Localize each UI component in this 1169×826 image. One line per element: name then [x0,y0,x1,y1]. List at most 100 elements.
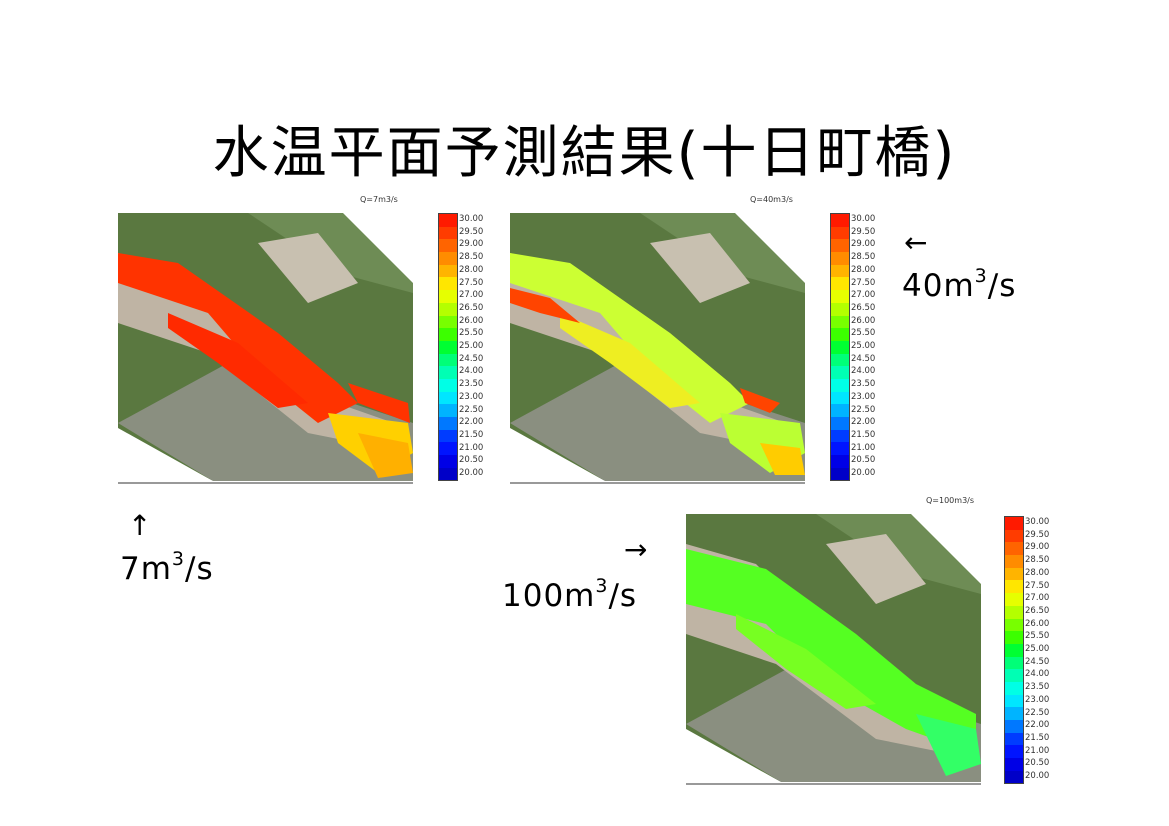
scale-swatch [439,366,457,379]
scale-label: 22.50 [851,404,876,415]
scale-label: 22.50 [459,404,484,415]
scale-swatch [1005,732,1023,746]
scale-label: 25.00 [1025,644,1050,655]
scale-swatch [1005,694,1023,708]
scale-swatch [439,277,457,291]
scale-swatch [831,226,849,240]
scale-label: 22.00 [851,417,876,428]
scale-label: 29.00 [851,239,876,250]
map-panel-40: Q=40m3/s 30.00 29.50 29.00 28.50 28.00 27.50 2… [500,195,875,485]
scale-swatch [831,239,849,253]
scale-swatch [831,429,849,443]
scale-label: 22.00 [1025,720,1050,731]
map-panel-7: Q=7m3/s 30.00 29.50 29.00 28.50 28.00 27.50 27… [108,195,483,485]
scale-swatch [439,467,457,481]
scale-swatch [831,366,849,379]
scale-swatch [439,442,457,456]
scale-label: 26.50 [851,302,876,313]
scale-label: 27.50 [459,277,484,288]
scale-label: 22.00 [459,417,484,428]
scale-label: 24.50 [1025,656,1050,667]
scale-swatch [831,252,849,265]
scale-label: 22.50 [1025,707,1050,718]
scale-label: 27.00 [851,290,876,301]
scale-swatch [1005,580,1023,594]
scale-swatch [831,353,849,367]
scale-label: 23.00 [459,391,484,402]
scale-label: 23.50 [851,379,876,390]
scale-swatch [1005,720,1023,733]
scale-bar [438,213,458,482]
scale-swatch [1005,542,1023,556]
scale-label: 24.50 [459,353,484,364]
flow-value: 100m [502,578,596,614]
map-caption: Q=100m3/s [926,496,975,505]
flow-label-7: 7m3/s [120,548,214,587]
scale-swatch [1005,770,1023,784]
scale-label: 26.00 [851,315,876,326]
arrow-7: ↑ [128,509,152,542]
scale-swatch [831,277,849,291]
scale-swatch [439,302,457,316]
scale-label: 20.00 [851,468,876,479]
scale-swatch [1005,745,1023,759]
scale-label: 20.50 [1025,758,1050,769]
flow-value: 40m [902,268,975,304]
scale-swatch [439,429,457,443]
scale-swatch [439,252,457,265]
scale-swatch [831,264,849,278]
scale-label: 24.00 [1025,669,1050,680]
scale-label: 29.50 [1025,529,1050,540]
scale-label: 21.50 [459,429,484,440]
flow-exponent: 3 [974,265,988,287]
scale-swatch [831,214,849,227]
scale-label: 21.50 [851,429,876,440]
scale-label: 28.50 [851,252,876,263]
scale-label: 23.00 [851,391,876,402]
scale-swatch [439,353,457,367]
scale-swatch [831,340,849,354]
scale-label: 30.00 [1025,517,1050,527]
scale-label: 29.00 [1025,542,1050,553]
scale-label: 30.00 [851,214,876,224]
scale-swatch [1005,529,1023,543]
scale-label: 25.00 [459,341,484,352]
scale-label: 28.00 [851,264,876,275]
scale-label: 21.00 [1025,745,1050,756]
scale-label: 21.00 [459,442,484,453]
scale-label: 28.50 [459,252,484,263]
scale-label: 24.00 [851,366,876,377]
scale-label: 28.00 [1025,567,1050,578]
scale-label: 25.50 [851,328,876,339]
scale-label: 28.50 [1025,555,1050,566]
scale-label: 26.00 [459,315,484,326]
scale-swatch [1005,707,1023,720]
scale-label: 21.00 [851,442,876,453]
scale-label: 20.50 [459,455,484,466]
scale-swatch [439,417,457,430]
flow-unit: /s [185,551,214,587]
flow-label-100: 100m3/s [502,575,637,614]
scale-swatch [1005,567,1023,581]
scale-label: 25.00 [851,341,876,352]
scale-label: 26.00 [1025,618,1050,629]
scale-swatch [831,467,849,481]
scale-label: 21.50 [1025,732,1050,743]
scale-swatch [439,455,457,468]
scale-swatch [1005,758,1023,771]
scale-label: 25.50 [1025,631,1050,642]
scale-swatch [831,442,849,456]
scale-swatch [831,328,849,341]
scale-swatch [439,378,457,392]
scale-swatch [831,391,849,405]
page-title: 水温平面予測結果(十日町橋) [212,121,957,186]
scale-swatch [439,328,457,341]
scale-swatch [831,455,849,468]
scale-label: 24.50 [851,353,876,364]
scale-label: 29.00 [459,239,484,250]
map-caption: Q=7m3/s [360,195,398,204]
scale-label: 20.00 [459,468,484,479]
scale-swatch [1005,618,1023,632]
scale-labels: 30.00 29.50 29.00 28.50 28.00 27.50 27.00 26.50… [1025,516,1049,783]
scale-swatch [439,214,457,227]
